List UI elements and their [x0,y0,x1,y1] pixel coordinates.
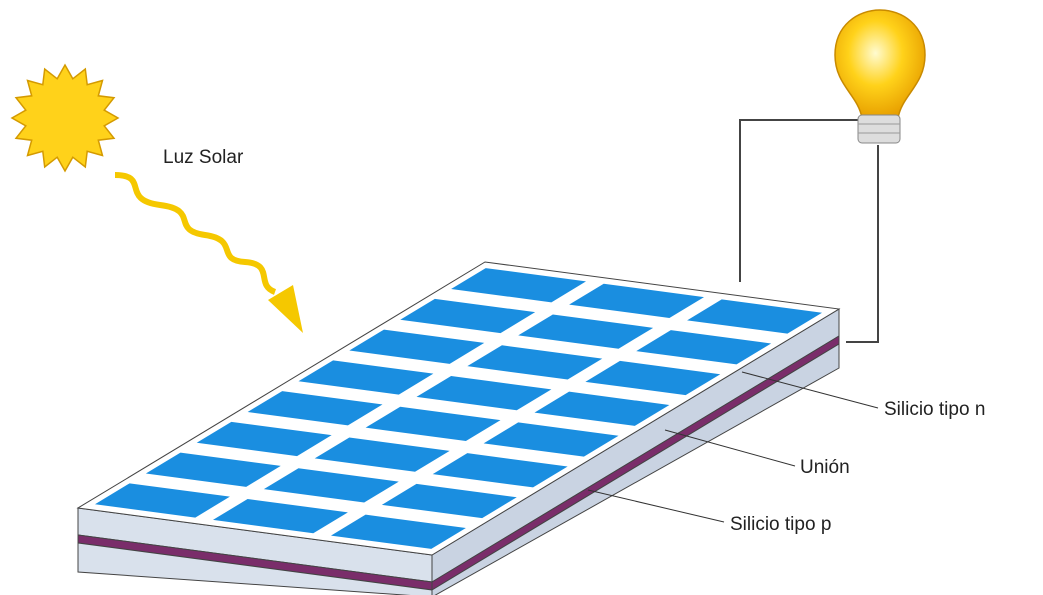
solar-cell [687,299,823,334]
sun [10,63,120,173]
wire [846,145,879,343]
solar-cell [432,453,568,488]
solar-cell [381,483,517,519]
light-label: Luz Solar [163,147,244,168]
solar-cell [263,468,399,503]
p-type-label: Silicio tipo p [730,514,831,535]
solar-cell [569,283,705,318]
solar-cell [416,376,552,411]
solar-cell [314,437,450,472]
panel-top [76,261,841,556]
junction-label: Unión [800,457,850,478]
leader-line [741,371,879,409]
solar-cell [298,360,434,395]
solar-panel [76,261,841,595]
solar-cell [247,391,383,426]
solar-cell [330,514,466,549]
solar-cell [483,422,619,457]
leader-line [587,489,725,523]
solar-cell [94,483,230,518]
wire [739,119,858,282]
solar-cell [365,406,501,441]
solar-cell [636,330,772,365]
solar-cell [349,329,485,364]
light-bulb [834,9,926,144]
light-arrowhead [268,285,303,333]
solar-cell [400,298,536,334]
sun-shape [10,63,120,173]
light-ray [114,172,277,295]
p-layer-front [77,542,433,595]
solar-cell [534,391,670,426]
solar-cell [145,452,281,487]
solar-cell [212,499,348,534]
solar-cell [451,268,587,303]
solar-cell [518,314,654,349]
leader-line [664,429,796,467]
solar-cell [467,345,603,380]
solar-cell [196,421,332,457]
solar-cell [585,360,721,396]
n-type-label: Silicio tipo n [884,399,985,420]
